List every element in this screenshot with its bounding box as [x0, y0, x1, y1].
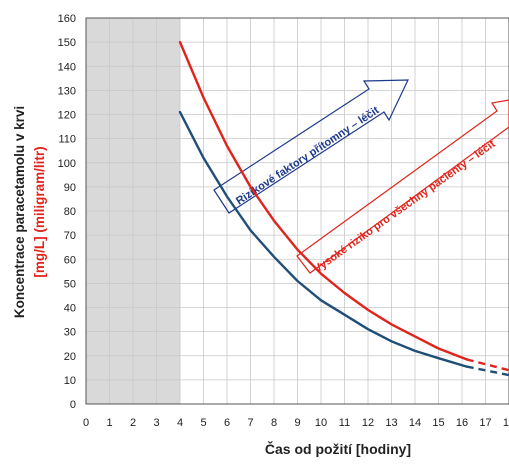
y-tick-label: 60	[64, 254, 76, 266]
x-tick-label: 3	[153, 417, 159, 429]
x-tick-label: 18	[503, 417, 509, 429]
y-tick-label: 90	[64, 182, 76, 194]
y-axis-label-line1: Koncentrace paracetamolu v krvi	[12, 106, 27, 318]
x-tick-label: 9	[294, 417, 300, 429]
x-tick-label: 1	[106, 417, 112, 429]
x-tick-label: 16	[456, 417, 468, 429]
x-tick-label: 0	[83, 417, 89, 429]
y-tick-label: 140	[58, 61, 76, 73]
arrow-risk-factors: Rizikové faktory přítomny – léčit	[213, 79, 409, 214]
x-tick-label: 14	[409, 417, 421, 429]
y-tick-label: 150	[58, 37, 76, 49]
y-tick-label: 120	[58, 110, 76, 122]
y-tick-label: 50	[64, 278, 76, 290]
y-tick-label: 80	[64, 206, 76, 218]
y-tick-label: 30	[64, 327, 76, 339]
x-axis-label: Čas od požití [hodiny]	[265, 440, 411, 457]
x-tick-label: 12	[362, 417, 374, 429]
y-axis-label-line2: [mg/L] (miligram/litr)	[32, 146, 47, 277]
x-tick-label: 4	[177, 417, 183, 429]
plot-border	[85, 17, 509, 405]
y-tick-label: 10	[64, 375, 76, 387]
arrow-risk-factors-label: Rizikové faktory přítomny – léčit	[234, 104, 382, 207]
y-tick-label: 130	[58, 85, 76, 97]
y-tick-label: 40	[64, 303, 76, 315]
x-tick-label: 6	[224, 417, 230, 429]
x-tick-label: 2	[130, 417, 136, 429]
arrow-high-risk-outline	[296, 99, 509, 274]
y-tick-label: 100	[58, 158, 76, 170]
series-extrapolation-high-risk	[466, 358, 509, 372]
arrow-high-risk-label: Vysoké riziko pro všechny pacienty – léč…	[312, 138, 498, 276]
x-tick-labels: 0123456789101112131415161718	[83, 417, 509, 429]
y-tick-labels: 0 10 20 30 40 50 60 70 80 90 100 110 120 130 140 150 160	[58, 13, 76, 411]
x-tick-label: 7	[247, 417, 253, 429]
x-tick-label: 15	[432, 417, 444, 429]
y-tick-label: 70	[64, 230, 76, 242]
y-tick-label: 20	[64, 351, 76, 363]
y-tick-label: 110	[58, 134, 76, 146]
arrow-risk-factors-outline	[213, 79, 409, 214]
series-line-risk-factors	[178, 110, 468, 368]
x-tick-label: 13	[385, 417, 397, 429]
series-line-high-risk	[178, 40, 468, 361]
x-tick-label: 11	[339, 417, 350, 429]
arrow-high-risk: Vysoké riziko pro všechny pacienty – léč…	[296, 99, 509, 276]
x-tick-label: 17	[479, 417, 491, 429]
x-tick-label: 8	[271, 417, 277, 429]
series-layer	[178, 40, 509, 377]
y-tick-label: 160	[58, 13, 76, 25]
y-tick-label: 0	[70, 399, 76, 411]
x-tick-label: 10	[315, 417, 327, 429]
x-tick-label: 5	[200, 417, 206, 429]
